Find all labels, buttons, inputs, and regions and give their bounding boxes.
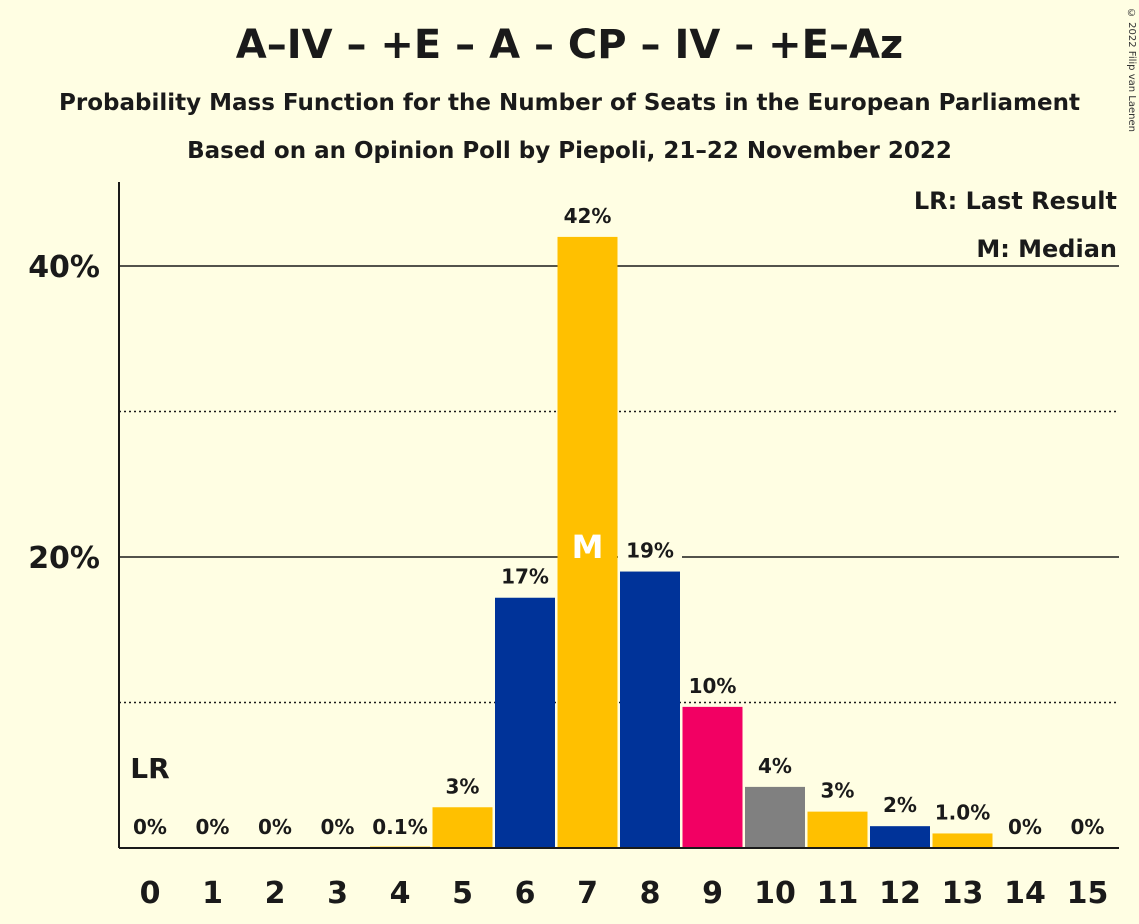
x-tick-label: 0 (140, 876, 161, 911)
x-tick-label: 9 (702, 876, 723, 911)
value-label-background (493, 562, 557, 589)
axes: 20%40%0 1 2 3 4 5 6 7 8 9 10 11 12 13 14 15 (28, 182, 1119, 911)
legend-median: M: Median (976, 235, 1117, 263)
bar-8 (620, 571, 680, 848)
x-tick-label: 14 (1004, 876, 1046, 911)
bar-9 (682, 706, 743, 848)
value-label: 17% (501, 565, 549, 589)
chart-source-subtitle: Based on an Opinion Poll by Piepoli, 21–… (187, 138, 952, 164)
bar-10 (745, 786, 805, 848)
bars (370, 236, 993, 848)
x-tick-label: 15 (1067, 876, 1109, 911)
x-tick-label: 1 (202, 876, 223, 911)
value-label: 1.0% (935, 800, 990, 824)
value-label: 0% (1071, 815, 1105, 839)
copyright-notice: © 2022 Filip van Laenen (1126, 8, 1137, 132)
x-tick-label: 12 (879, 876, 921, 911)
chart-title: A–IV – +E – A – CP – IV – +E–Az (235, 22, 904, 68)
x-tick-label: 13 (942, 876, 984, 911)
bar-12 (870, 826, 930, 848)
value-label: 0% (1008, 815, 1042, 839)
value-label: 2% (883, 793, 917, 817)
gridlines (119, 201, 1120, 704)
x-tick-label: 2 (265, 876, 286, 911)
x-tick-label: 4 (390, 876, 411, 911)
value-label: 0% (196, 815, 230, 839)
bar-6 (495, 597, 555, 848)
value-label: 3% (821, 779, 855, 803)
x-tick-label: 6 (515, 876, 536, 911)
value-labels: 0% 0% 0% 0% 0.1% 3% 17% 42% 19% 10% 4% 3% 2% 1.0% 0% 0%… (130, 204, 1104, 839)
value-label: 0% (133, 815, 167, 839)
value-label: 10% (689, 674, 737, 698)
legend-background (980, 236, 1120, 264)
bar-5 (432, 807, 493, 848)
last-result-marker: LR (130, 752, 169, 785)
x-tick-label: 5 (452, 876, 473, 911)
value-label: 0% (321, 815, 355, 839)
value-label: 4% (758, 754, 792, 778)
bar-11 (807, 811, 868, 848)
x-tick-label: 11 (817, 876, 859, 911)
y-tick-label: 40% (28, 250, 100, 285)
value-label: 0% (258, 815, 292, 839)
value-label-background (555, 201, 620, 228)
x-tick-label: 7 (577, 876, 598, 911)
x-tick-label: 8 (640, 876, 661, 911)
x-tick-label: 3 (327, 876, 348, 911)
value-label: 3% (446, 774, 480, 798)
value-label: 42% (564, 204, 612, 228)
legend-last-result: LR: Last Result (914, 187, 1117, 215)
value-label: 0.1% (372, 815, 427, 839)
bar-7 (557, 236, 618, 848)
value-label-background (618, 536, 682, 563)
x-tick-label: 10 (754, 876, 796, 911)
y-tick-label: 20% (28, 541, 100, 576)
chart-subtitle: Probability Mass Function for the Number… (59, 90, 1080, 116)
bar-13 (932, 833, 993, 848)
value-label: 19% (626, 539, 674, 563)
median-marker: M (572, 528, 604, 566)
